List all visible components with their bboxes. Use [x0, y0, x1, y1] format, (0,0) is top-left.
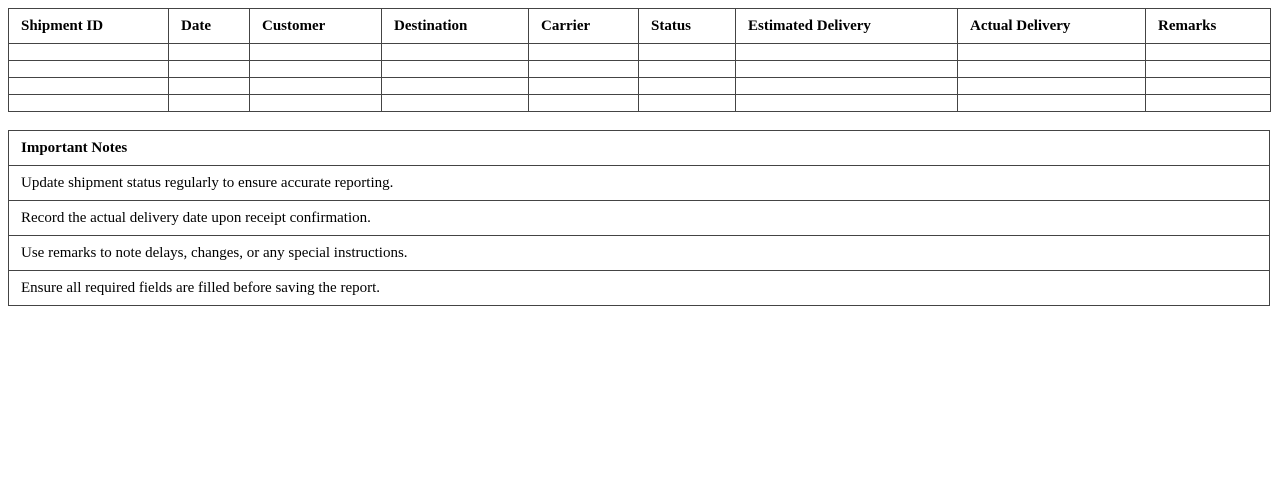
column-header-customer: Customer	[249, 8, 382, 44]
table-cell[interactable]	[8, 60, 169, 78]
table-cell[interactable]	[381, 43, 529, 61]
table-cell[interactable]	[8, 43, 169, 61]
table-cell[interactable]	[638, 94, 736, 112]
table-cell[interactable]	[168, 94, 250, 112]
table-cell[interactable]	[528, 77, 639, 95]
note-item: Record the actual delivery date upon rec…	[8, 200, 1270, 236]
table-cell[interactable]	[735, 94, 958, 112]
table-cell[interactable]	[957, 94, 1146, 112]
table-cell[interactable]	[8, 77, 169, 95]
table-cell[interactable]	[638, 77, 736, 95]
table-row	[8, 77, 1271, 95]
table-cell[interactable]	[381, 94, 529, 112]
notes-title: Important Notes	[8, 130, 1270, 166]
column-header-status: Status	[638, 8, 736, 44]
note-item: Use remarks to note delays, changes, or …	[8, 235, 1270, 271]
table-cell[interactable]	[381, 60, 529, 78]
column-header-carrier: Carrier	[528, 8, 639, 44]
table-cell[interactable]	[1145, 60, 1271, 78]
table-cell[interactable]	[638, 60, 736, 78]
table-cell[interactable]	[249, 43, 382, 61]
table-row	[8, 60, 1271, 78]
column-header-destination: Destination	[381, 8, 529, 44]
table-cell[interactable]	[249, 60, 382, 78]
table-cell[interactable]	[168, 60, 250, 78]
important-notes-table: Important Notes Update shipment status r…	[8, 130, 1270, 306]
table-cell[interactable]	[249, 94, 382, 112]
column-header-shipment-id: Shipment ID	[8, 8, 169, 44]
shipments-table: Shipment ID Date Customer Destination Ca…	[8, 8, 1271, 112]
column-header-actual-delivery: Actual Delivery	[957, 8, 1146, 44]
table-cell[interactable]	[1145, 77, 1271, 95]
table-cell[interactable]	[528, 94, 639, 112]
table-cell[interactable]	[735, 43, 958, 61]
table-cell[interactable]	[1145, 43, 1271, 61]
table-cell[interactable]	[957, 43, 1146, 61]
table-row	[8, 43, 1271, 61]
table-cell[interactable]	[381, 77, 529, 95]
table-cell[interactable]	[638, 43, 736, 61]
table-header-row: Shipment ID Date Customer Destination Ca…	[8, 8, 1271, 44]
table-cell[interactable]	[957, 60, 1146, 78]
column-header-estimated-delivery: Estimated Delivery	[735, 8, 958, 44]
table-cell[interactable]	[735, 77, 958, 95]
table-row	[8, 94, 1271, 112]
table-cell[interactable]	[1145, 94, 1271, 112]
note-item: Update shipment status regularly to ensu…	[8, 165, 1270, 201]
column-header-date: Date	[168, 8, 250, 44]
table-cell[interactable]	[528, 60, 639, 78]
table-cell[interactable]	[168, 43, 250, 61]
table-cell[interactable]	[735, 60, 958, 78]
column-header-remarks: Remarks	[1145, 8, 1271, 44]
table-cell[interactable]	[957, 77, 1146, 95]
table-cell[interactable]	[8, 94, 169, 112]
note-item: Ensure all required fields are filled be…	[8, 270, 1270, 306]
table-cell[interactable]	[249, 77, 382, 95]
table-cell[interactable]	[528, 43, 639, 61]
table-cell[interactable]	[168, 77, 250, 95]
